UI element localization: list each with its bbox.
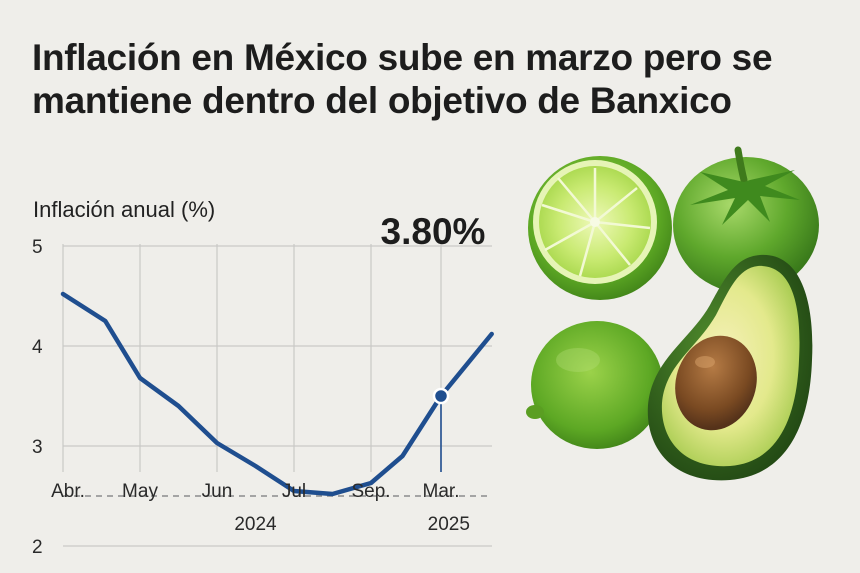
whole-lime — [526, 321, 663, 449]
x-tick-label: Sep. — [351, 481, 390, 502]
y-tick-label: 4 — [32, 337, 43, 358]
x-tick-label: May — [122, 481, 158, 502]
y-tick-label: 2 — [32, 537, 43, 558]
x-tick-label: Jul — [282, 481, 306, 502]
highlight-value-label: 3.80% — [381, 211, 486, 252]
label-layer: 5 4 3 2 Abr. May Jun Jul Sep. Mar. 2024 2025 3.80% — [32, 211, 485, 558]
year-label: 2025 — [428, 514, 470, 535]
y-tick-label: 3 — [32, 437, 43, 458]
x-tick-label: Jun — [202, 481, 233, 502]
chart-title: Inflación anual (%) — [33, 197, 216, 222]
x-tick-label: Mar. — [423, 481, 460, 502]
y-tick-label: 5 — [32, 237, 43, 258]
year-label: 2024 — [234, 514, 277, 535]
series-layer — [60, 291, 494, 497]
x-tick-label: Abr. — [51, 481, 85, 502]
grid-layer — [62, 244, 492, 547]
lime-half — [528, 156, 672, 300]
avocado-half — [647, 254, 813, 481]
green-tomato — [673, 146, 819, 293]
headline: Inflación en México sube en marzo pero s… — [32, 37, 773, 121]
series-line — [60, 291, 494, 497]
highlight-marker — [432, 387, 450, 405]
